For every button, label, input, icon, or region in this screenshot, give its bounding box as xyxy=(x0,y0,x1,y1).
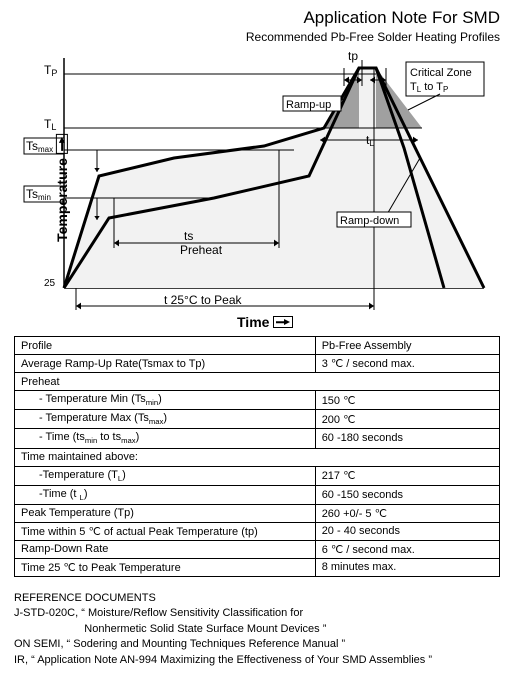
header: Application Note For SMD Recommended Pb-… xyxy=(14,8,500,44)
table-row: Preheat xyxy=(15,373,500,391)
table-cell: Peak Temperature (Tp) xyxy=(15,504,316,522)
table-row: Ramp-Down Rate6 ℃ / second max. xyxy=(15,540,500,558)
refs-heading: REFERENCE DOCUMENTS xyxy=(14,591,500,606)
table-cell: 60 -180 seconds xyxy=(315,429,499,448)
svg-text:Critical Zone: Critical Zone xyxy=(410,67,472,79)
table-cell: Time within 5 ℃ of actual Peak Temperatu… xyxy=(15,522,316,540)
table-row: Time maintained above: xyxy=(15,448,500,466)
table-cell: 200 ℃ xyxy=(315,410,499,429)
table-cell: Time 25 ℃ to Peak Temperature xyxy=(15,558,316,576)
table-cell: Time maintained above: xyxy=(15,448,500,466)
table-cell: Average Ramp-Up Rate(Tsmax to Tp) xyxy=(15,355,316,373)
table-cell: - Temperature Min (Tsmin) xyxy=(15,391,316,410)
table-cell: 217 ℃ xyxy=(315,466,499,485)
table-cell: 60 -150 seconds xyxy=(315,485,499,504)
ref-line: IR, “ Application Note AN-994 Maximizing… xyxy=(14,653,500,668)
svg-text:Preheat: Preheat xyxy=(180,243,223,257)
table-row: Time 25 ℃ to Peak Temperature8 minutes m… xyxy=(15,558,500,576)
reference-documents: REFERENCE DOCUMENTS J-STD-020C, “ Moistu… xyxy=(14,591,500,668)
table-cell: 6 ℃ / second max. xyxy=(315,540,499,558)
table-cell: 8 minutes max. xyxy=(315,558,499,576)
arrow-right-icon xyxy=(273,316,293,328)
table-row: Time within 5 ℃ of actual Peak Temperatu… xyxy=(15,522,500,540)
table-cell: 260 +0/- 5 ℃ xyxy=(315,504,499,522)
table-cell: Ramp-Down Rate xyxy=(15,540,316,558)
svg-text:ts: ts xyxy=(184,229,193,243)
svg-text:TP: TP xyxy=(44,63,57,78)
svg-text:TL to TP: TL to TP xyxy=(410,81,448,94)
table-cell: Preheat xyxy=(15,373,500,391)
table-cell: 3 ℃ / second max. xyxy=(315,355,499,373)
svg-text:TL: TL xyxy=(44,117,56,132)
ref-line: J-STD-020C, “ Moisture/Reflow Sensitivit… xyxy=(14,606,500,621)
table-row: -Temperature (TL)217 ℃ xyxy=(15,466,500,485)
ref-line: Nonhermetic Solid State Surface Mount De… xyxy=(14,622,500,637)
table-row: - Temperature Max (Tsmax)200 ℃ xyxy=(15,410,500,429)
table-cell: 150 ℃ xyxy=(315,391,499,410)
page-subtitle: Recommended Pb-Free Solder Heating Profi… xyxy=(14,30,500,44)
table-cell: - Time (tsmin to tsmax) xyxy=(15,429,316,448)
svg-text:t 25°C to Peak: t 25°C to Peak xyxy=(164,293,243,307)
svg-text:Ramp-down: Ramp-down xyxy=(340,215,399,227)
table-row: Average Ramp-Up Rate(Tsmax to Tp)3 ℃ / s… xyxy=(15,355,500,373)
svg-text:tp: tp xyxy=(348,49,358,63)
table-cell: -Time (t L) xyxy=(15,485,316,504)
table-cell: - Temperature Max (Tsmax) xyxy=(15,410,316,429)
x-axis-label: Time xyxy=(237,314,293,330)
table-header: Pb-Free Assembly xyxy=(315,337,499,355)
table-row: Peak Temperature (Tp)260 +0/- 5 ℃ xyxy=(15,504,500,522)
chart-svg: tsPreheatt 25°C to PeaktptLCritical Zone… xyxy=(14,48,500,328)
table-row: -Time (t L)60 -150 seconds xyxy=(15,485,500,504)
svg-text:25: 25 xyxy=(44,278,56,289)
table-row: - Temperature Min (Tsmin)150 ℃ xyxy=(15,391,500,410)
table-header: Profile xyxy=(15,337,316,355)
y-axis-label: Temperature xyxy=(54,134,70,242)
spec-table: ProfilePb-Free Assembly Average Ramp-Up … xyxy=(14,336,500,577)
page-title: Application Note For SMD xyxy=(14,8,500,28)
ref-line: ON SEMI, “ Sodering and Mounting Techniq… xyxy=(14,637,500,652)
table-cell: -Temperature (TL) xyxy=(15,466,316,485)
reflow-profile-chart: Temperature tsPreheatt 25°C to PeaktptLC… xyxy=(14,48,500,328)
arrow-up-icon xyxy=(56,134,68,154)
svg-text:Ramp-up: Ramp-up xyxy=(286,99,331,111)
table-row: - Time (tsmin to tsmax)60 -180 seconds xyxy=(15,429,500,448)
table-cell: 20 - 40 seconds xyxy=(315,522,499,540)
